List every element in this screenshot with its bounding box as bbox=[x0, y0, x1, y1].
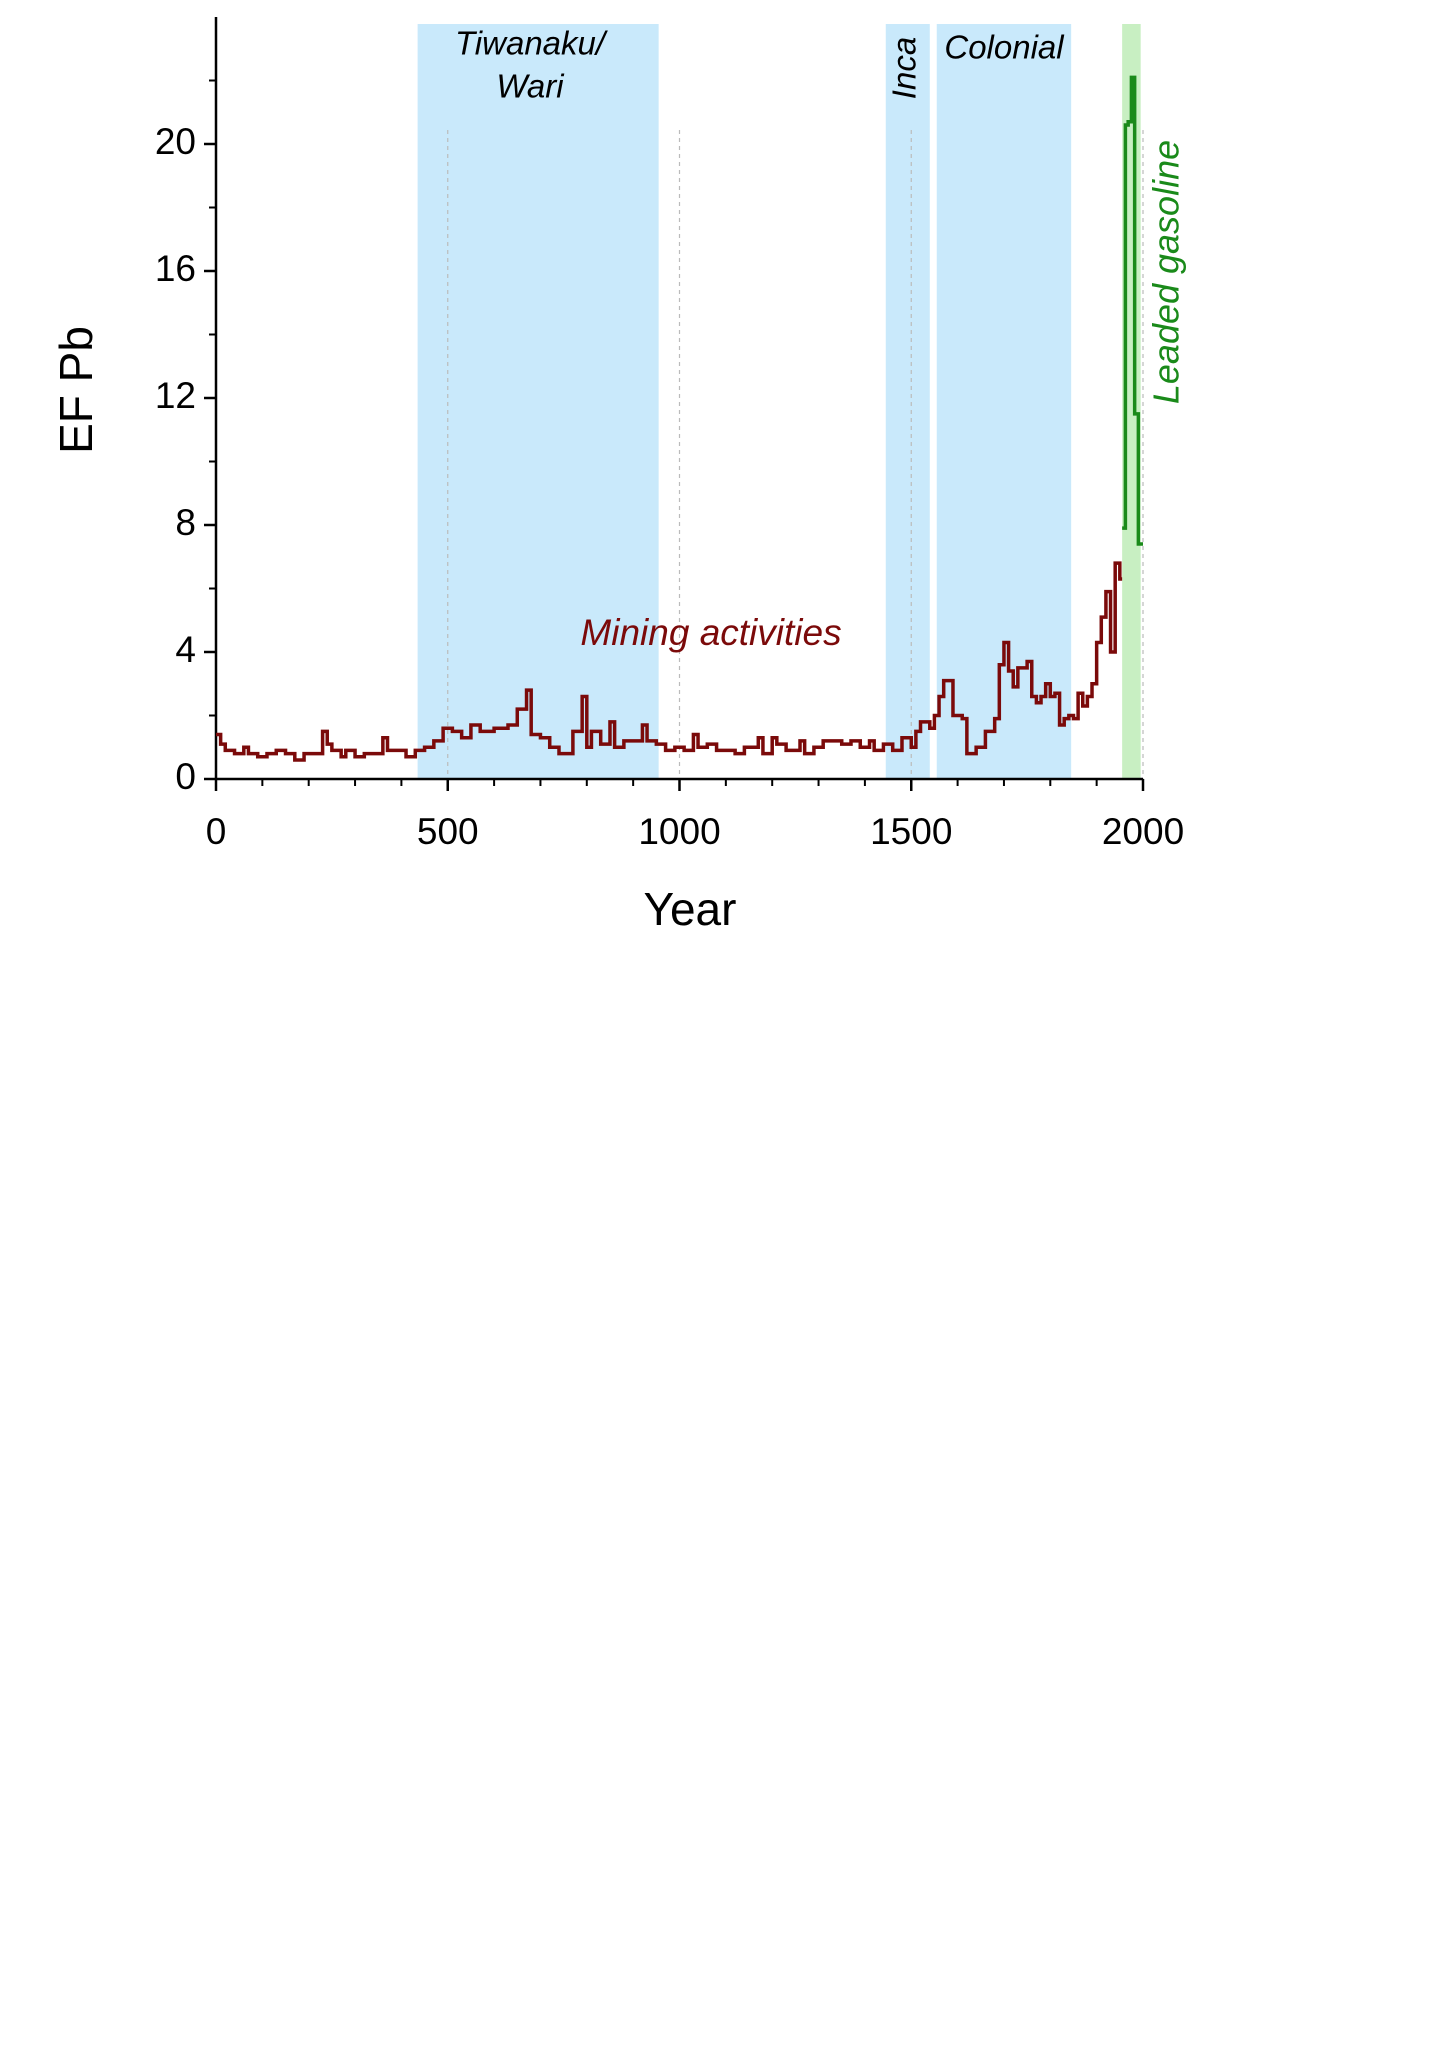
y-tick-label: 16 bbox=[155, 248, 196, 289]
x-tick-label: 500 bbox=[417, 811, 479, 852]
period-label: Colonial bbox=[944, 29, 1065, 66]
x-tick-label: 2000 bbox=[1102, 811, 1184, 852]
y-tick-label: 12 bbox=[155, 375, 196, 416]
y-tick-label: 8 bbox=[175, 502, 196, 543]
period-label: Wari bbox=[496, 68, 565, 105]
period-label: Inca bbox=[886, 37, 923, 99]
y-axis-label: EF Pb bbox=[50, 326, 102, 454]
y-tick-label: 20 bbox=[155, 121, 196, 162]
x-axis-label: Year bbox=[644, 883, 737, 935]
y-tick-label: 0 bbox=[175, 756, 196, 797]
step-line bbox=[1122, 75, 1143, 546]
period-label: Leaded gasoline bbox=[1146, 140, 1187, 404]
period-band bbox=[885, 24, 930, 779]
step-line bbox=[216, 561, 1123, 762]
period-label: Tiwanaku/ bbox=[455, 25, 608, 62]
period-band bbox=[417, 24, 659, 779]
x-tick-label: 0 bbox=[206, 811, 227, 852]
annotation: Mining activities bbox=[580, 612, 841, 653]
x-tick-label: 1500 bbox=[870, 811, 952, 852]
x-tick-label: 1000 bbox=[638, 811, 720, 852]
y-tick-label: 4 bbox=[175, 629, 196, 670]
